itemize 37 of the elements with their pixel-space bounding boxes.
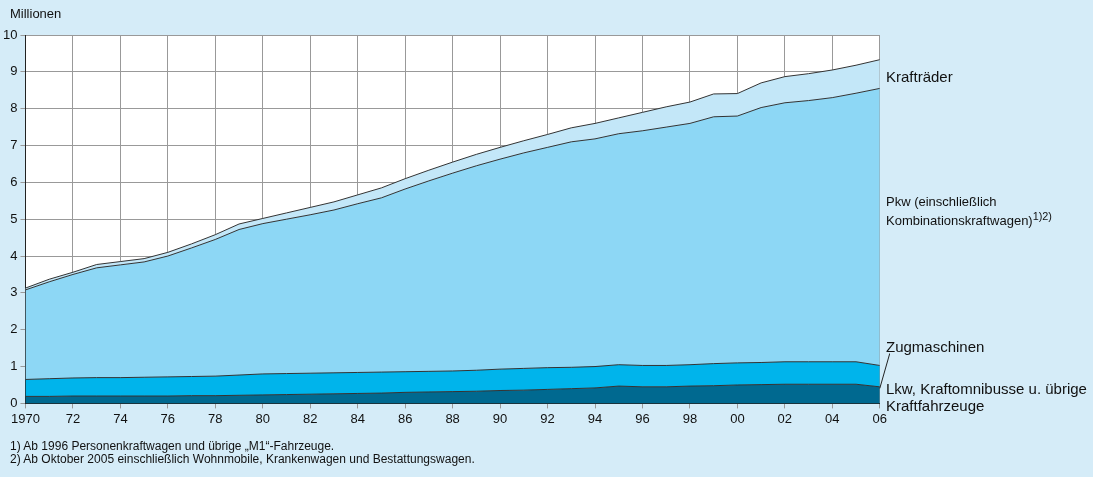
- x-tick-label: 74: [113, 410, 128, 426]
- y-tick-label: 0: [10, 394, 18, 410]
- x-tick-label: 02: [777, 410, 793, 426]
- text: 2) Ab Oktober 2005 einschließlich Wohnmobile, Krankenwagen und Bestattungswagen.: [10, 452, 475, 467]
- x-tick-label: 90: [492, 410, 508, 426]
- x-tick-label: 96: [635, 410, 650, 426]
- x-tick-label: 00: [730, 410, 745, 426]
- y-tick-label: 1: [10, 358, 18, 374]
- x-tick-label: 72: [65, 410, 81, 426]
- text: 1) Ab 1996 Personenkraftwagen und übrige „M1“-Fahrzeuge.: [10, 439, 336, 454]
- x-tick-label: 84: [350, 410, 365, 426]
- y-tick-label: 10: [2, 26, 18, 42]
- y-tick-label: 4: [10, 247, 18, 263]
- series-label: Lkw, Kraftomnibusse u. übrige Kraftfahrzeuge: [886, 380, 1088, 415]
- y-tick-label: 6: [10, 173, 18, 189]
- y-tick-label: 2: [10, 321, 18, 337]
- x-tick-label: 80: [255, 410, 270, 426]
- series-label: Krafträder: [886, 68, 954, 86]
- y-tick-label: 5: [10, 210, 18, 226]
- x-tick-label: 98: [682, 410, 698, 426]
- y-tick-label: 3: [10, 284, 18, 300]
- x-tick-label: 1970: [11, 410, 40, 426]
- y-axis-title: Millionen: [10, 6, 62, 21]
- y-tick-label: 7: [10, 137, 18, 153]
- x-tick-label: 88: [445, 410, 460, 426]
- x-tick-label: 92: [540, 410, 555, 426]
- x-tick-label: 06: [872, 410, 887, 426]
- x-tick-label: 04: [825, 410, 840, 426]
- x-tick-label: 78: [208, 410, 223, 426]
- x-tick-label: 76: [160, 410, 176, 426]
- x-tick-label: 94: [587, 410, 603, 426]
- series-label: Pkw (einschließlich Kombinationskraftwagen)$^{1)2)}$: [886, 194, 1053, 230]
- y-tick-label: 8: [10, 100, 18, 116]
- x-tick-label: 86: [397, 410, 413, 426]
- x-tick-label: 82: [303, 410, 318, 426]
- series-label: Zugmaschinen: [886, 338, 986, 356]
- y-tick-label: 9: [10, 63, 18, 79]
